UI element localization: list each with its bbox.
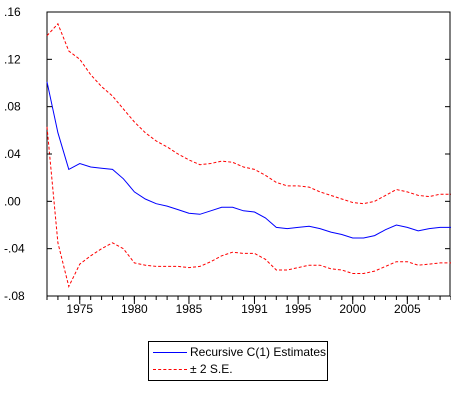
x-tick-label: 1980 (121, 302, 148, 316)
y-tick-label: .08 (4, 100, 21, 114)
legend-item-se-bands: ± 2 S.E. (153, 361, 233, 377)
legend-swatch-dashed-line (153, 368, 187, 370)
x-tick-label: 2005 (394, 302, 421, 316)
legend-label-estimates: Recursive C(1) Estimates (190, 345, 327, 359)
x-tick-label: 1975 (66, 302, 93, 316)
y-tick-label: -.08 (4, 289, 25, 303)
x-tick-label: 2000 (339, 302, 366, 316)
y-tick-label: .12 (4, 52, 21, 66)
y-tick-label: .04 (4, 147, 21, 161)
plot-area (46, 11, 451, 297)
legend-swatch-solid-line (153, 351, 187, 353)
legend-item-estimates: Recursive C(1) Estimates (153, 344, 326, 360)
x-tick-label: 1995 (285, 302, 312, 316)
y-axis: -.08 -.04 .00 .04 .08 .12 .16 (4, 5, 450, 303)
series-line-0 (46, 81, 451, 239)
legend-label-se-bands: ± 2 S.E. (190, 362, 233, 376)
x-axis: 1975 1980 1985 1991 1995 2000 2005 (46, 296, 451, 316)
series-line-2 (46, 126, 451, 288)
y-tick-label: -.04 (4, 242, 25, 256)
series-line-1 (46, 22, 451, 205)
y-tick-label: .00 (4, 194, 21, 208)
x-tick-label: 1985 (176, 302, 203, 316)
legend: Recursive C(1) Estimates ± 2 S.E. (148, 341, 328, 381)
plot-frame (46, 11, 451, 297)
y-tick-label: .16 (4, 5, 21, 19)
x-tick-label: 1991 (241, 302, 268, 316)
